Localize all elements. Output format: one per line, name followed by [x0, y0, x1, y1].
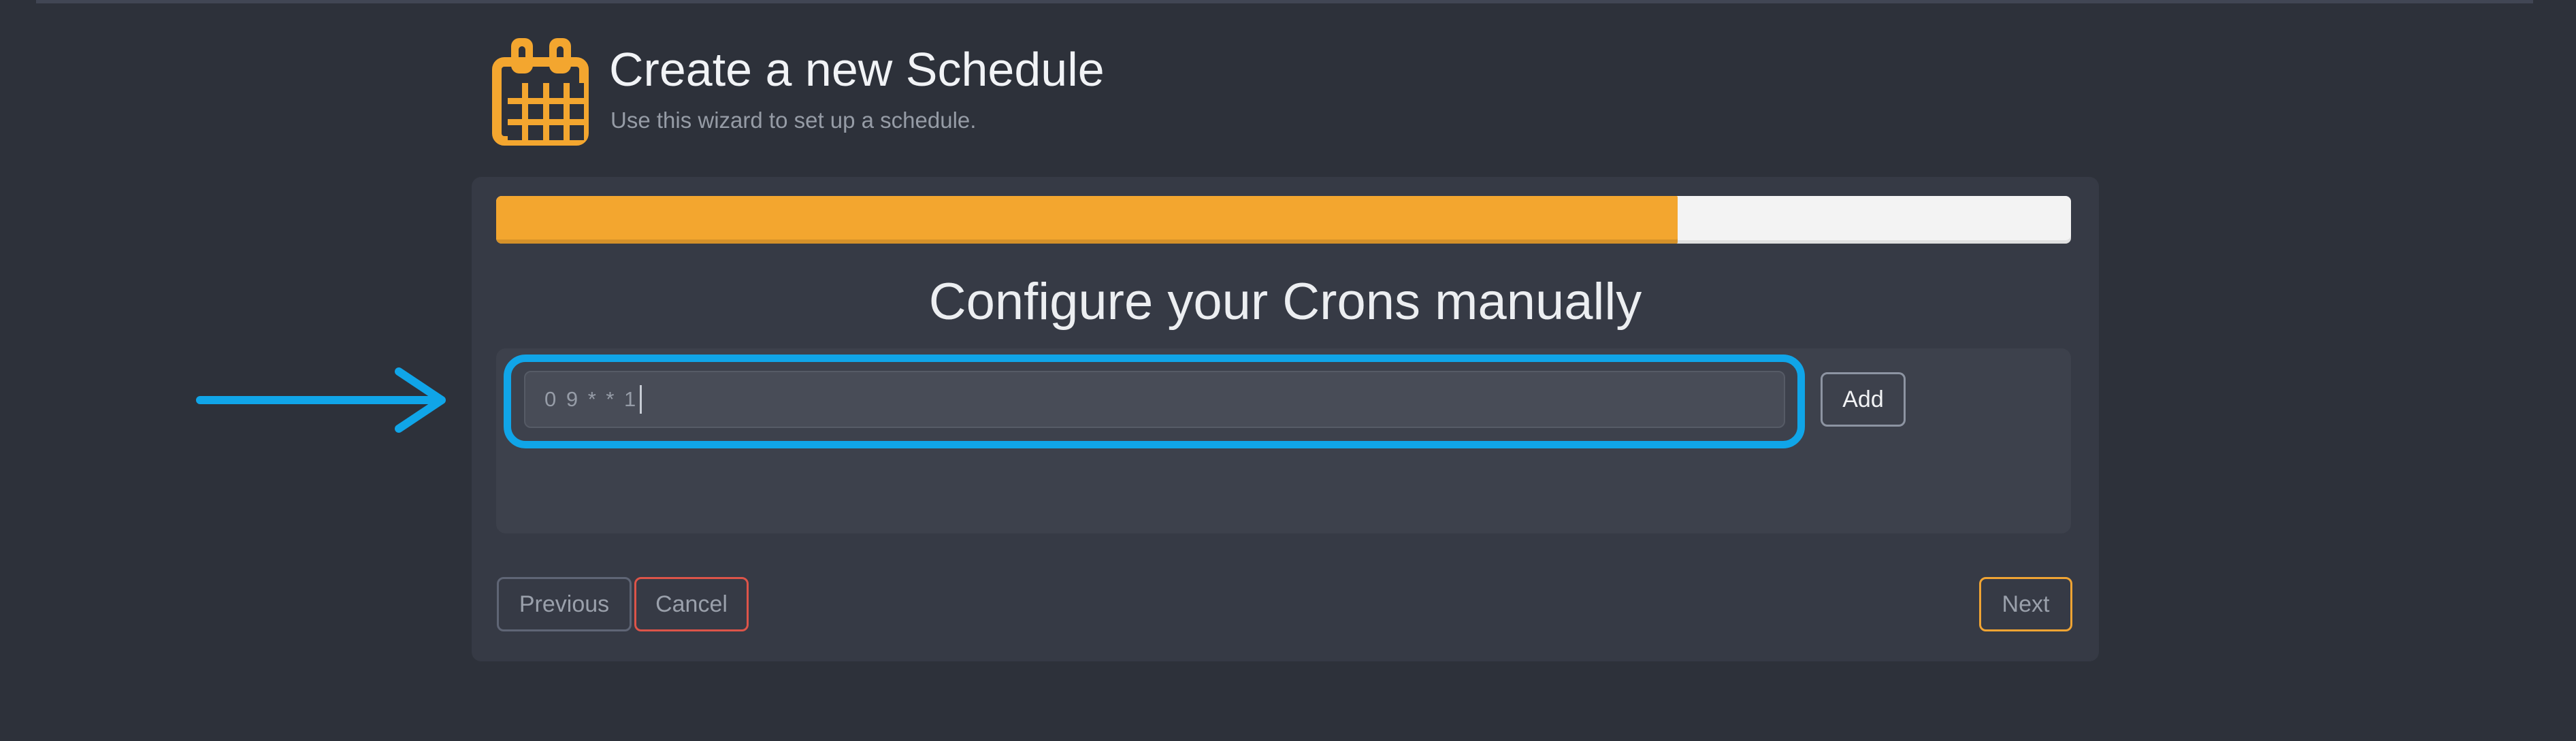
page-subtitle: Use this wizard to set up a schedule.	[610, 108, 977, 133]
calendar-grid-cell	[508, 125, 523, 140]
wizard-card: Configure your Crons manually 0 9 * * 1 …	[472, 177, 2099, 661]
text-cursor	[640, 385, 642, 414]
previous-button[interactable]: Previous	[497, 577, 632, 631]
next-button[interactable]: Next	[1979, 577, 2072, 631]
calendar-grid-cell	[549, 83, 564, 98]
calendar-icon-peg	[511, 38, 533, 73]
cron-input-value: 0 9 * * 1	[544, 387, 638, 411]
calendar-grid-cell	[549, 104, 564, 119]
calendar-grid-cell	[549, 125, 564, 140]
calendar-grid-cell	[508, 83, 523, 98]
cancel-button[interactable]: Cancel	[634, 577, 749, 631]
calendar-grid-cell	[569, 104, 584, 119]
progress-bar	[496, 196, 2071, 244]
top-accent-line	[36, 0, 2533, 3]
calendar-icon-body	[492, 57, 589, 146]
calendar-icon	[489, 38, 591, 146]
page-title: Create a new Schedule	[609, 43, 1105, 96]
progress-fill	[496, 196, 1678, 244]
step-heading: Configure your Crons manually	[928, 273, 1642, 331]
calendar-grid-cell	[508, 104, 523, 119]
calendar-grid-cell	[528, 125, 543, 140]
calendar-grid-cell	[528, 104, 543, 119]
calendar-grid-cell	[569, 125, 584, 140]
calendar-grid-cell	[528, 83, 543, 98]
add-button[interactable]: Add	[1821, 372, 1906, 427]
calendar-grid-cell	[569, 83, 584, 98]
cron-config-section: 0 9 * * 1 Add	[496, 348, 2071, 533]
cron-expression-input[interactable]: 0 9 * * 1	[524, 371, 1785, 428]
calendar-icon-grid	[508, 83, 584, 140]
calendar-icon-peg	[549, 38, 571, 73]
arrow-right-icon	[196, 367, 446, 433]
